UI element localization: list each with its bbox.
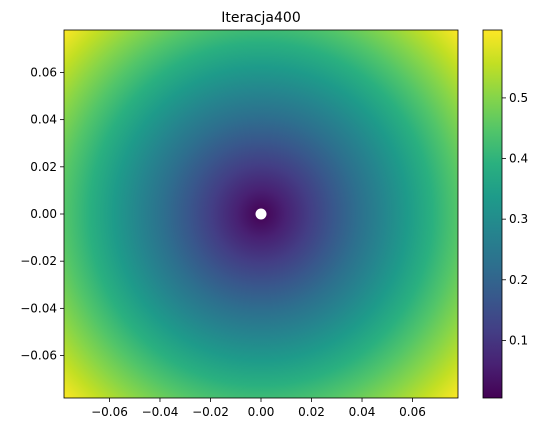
- x-tick-label: 0.00: [248, 405, 275, 419]
- y-tick-label: 0.02: [30, 160, 57, 174]
- plot-area: [63, 29, 459, 399]
- colorbar-tick-label: 0.1: [509, 333, 528, 347]
- chart-title: Iteracja400: [221, 10, 300, 26]
- y-tick-label: −0.02: [20, 254, 57, 268]
- x-tick-label: 0.06: [399, 405, 426, 419]
- colorbar-tick-label: 0.2: [509, 273, 528, 287]
- x-tick-label: −0.02: [192, 405, 229, 419]
- colorbar-bar: [482, 29, 503, 399]
- center-marker: [255, 208, 267, 220]
- x-tick-label: −0.04: [142, 405, 179, 419]
- x-axis: −0.06 −0.04 −0.02 0.00 0.02 0.04 0.06: [91, 398, 426, 419]
- x-tick-label: 0.04: [349, 405, 376, 419]
- y-tick-label: 0.06: [30, 65, 57, 79]
- colorbar-tick-label: 0.4: [509, 152, 528, 166]
- y-axis: 0.06 0.04 0.02 0.00 −0.02 −0.04 −0.06: [20, 65, 64, 363]
- colorbar-tick-label: 0.5: [509, 91, 528, 105]
- y-tick-label: 0.04: [30, 113, 57, 127]
- x-tick-label: 0.02: [298, 405, 325, 419]
- y-tick-label: −0.04: [20, 301, 57, 315]
- y-tick-label: −0.06: [20, 349, 57, 363]
- colorbar-tick-label: 0.3: [509, 212, 528, 226]
- y-tick-label: 0.00: [30, 207, 57, 221]
- colorbar: 0.5 0.4 0.3 0.2 0.1: [482, 29, 528, 399]
- x-tick-label: −0.06: [91, 405, 128, 419]
- colorbar-axis: 0.5 0.4 0.3 0.2 0.1: [502, 91, 528, 347]
